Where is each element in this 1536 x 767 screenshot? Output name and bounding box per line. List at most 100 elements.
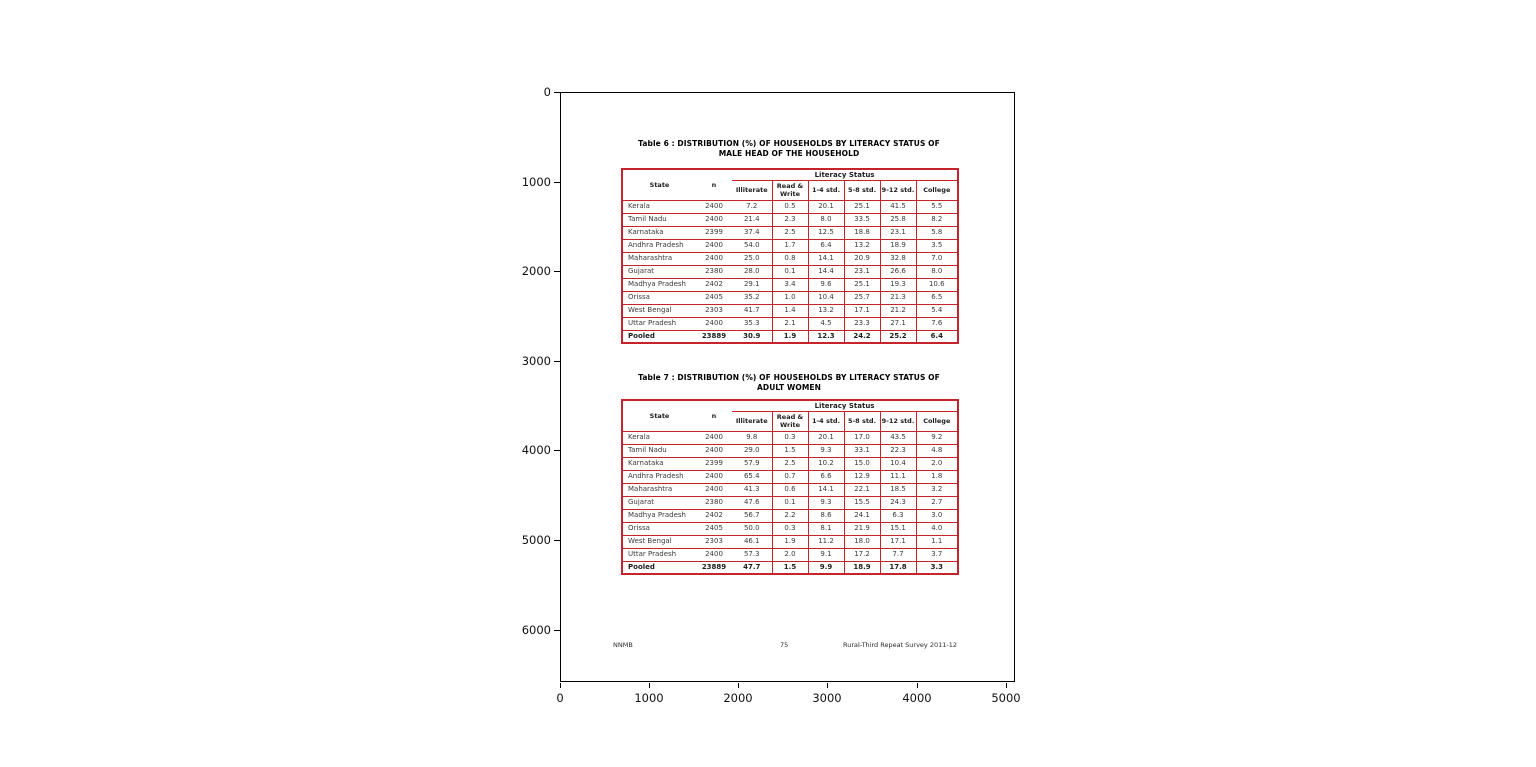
- state-cell: Tamil Nadu: [622, 212, 696, 226]
- value-cell: 1.9: [771, 329, 808, 343]
- value-cell: 2.5: [771, 456, 808, 470]
- state-cell: Pooled: [622, 329, 696, 343]
- value-cell: 0.3: [771, 430, 808, 444]
- table-row: Kerala 2400 9.8 0.3 20.1 17.0 43.5 9.2: [622, 430, 959, 444]
- footer-survey-name: Rural-Third Repeat Survey 2011-12: [843, 641, 957, 649]
- table-row: Maharashtra 2400 41.3 0.6 14.1 22.1 18.5 3.2: [622, 482, 959, 496]
- value-cell: 9.8: [732, 430, 772, 444]
- state-cell: Orissa: [622, 290, 696, 304]
- value-cell: 4.5: [807, 316, 844, 330]
- value-cell: 2380: [696, 264, 732, 278]
- value-cell: 9.3: [807, 443, 844, 457]
- value-cell: 7.0: [915, 251, 959, 265]
- column-header-read-write: Read & Write: [771, 180, 808, 200]
- value-cell: 6.4: [807, 238, 844, 252]
- x-tick-mark: [827, 683, 828, 688]
- footer-org: NNMB: [613, 641, 633, 649]
- value-cell: 13.2: [807, 303, 844, 317]
- x-tick-label: 0: [556, 691, 564, 705]
- value-cell: 2405: [696, 290, 732, 304]
- value-cell: 57.9: [732, 456, 772, 470]
- value-cell: 7.2: [732, 199, 772, 213]
- value-cell: 2400: [696, 469, 732, 483]
- y-tick-label: 4000: [521, 443, 551, 457]
- state-cell: Kerala: [622, 199, 696, 213]
- value-cell: 22.3: [879, 443, 916, 457]
- value-cell: 32.8: [879, 251, 916, 265]
- column-header-illiterate: Illiterate: [735, 186, 768, 194]
- x-tick-label: 3000: [812, 691, 842, 705]
- table-row: Tamil Nadu 2400 21.4 2.3 8.0 33.5 25.8 8.2: [622, 212, 959, 226]
- value-cell: 35.2: [732, 290, 772, 304]
- value-cell: 2.0: [915, 456, 959, 470]
- plot-area: Table 6 : DISTRIBUTION (%) OF HOUSEHOLDS…: [560, 92, 1015, 682]
- value-cell: 1.8: [915, 469, 959, 483]
- x-tick-label: 1000: [634, 691, 664, 705]
- value-cell: 41.3: [732, 482, 772, 496]
- value-cell: 33.5: [843, 212, 880, 226]
- value-cell: 41.7: [732, 303, 772, 317]
- table-row: Orissa 2405 35.2 1.0 10.4 25.7 21.3 6.5: [622, 290, 959, 304]
- value-cell: 24.2: [843, 329, 880, 343]
- table-row: West Bengal 2303 41.7 1.4 13.2 17.1 21.2 5.4: [622, 303, 959, 317]
- value-cell: 2.0: [771, 547, 808, 561]
- value-cell: 22.1: [843, 482, 880, 496]
- value-cell: 18.8: [843, 225, 880, 239]
- footer-page-number: 75: [780, 641, 789, 649]
- value-cell: 2400: [696, 238, 732, 252]
- value-cell: 1.4: [771, 303, 808, 317]
- table7-title-line2: ADULT WOMEN: [757, 382, 821, 392]
- value-cell: 3.4: [771, 277, 808, 291]
- column-header-5-8-std: 5-8 std.: [843, 411, 880, 431]
- value-cell: 2400: [696, 316, 732, 330]
- value-cell: 2400: [696, 547, 732, 561]
- value-cell: 65.4: [732, 469, 772, 483]
- value-cell: 0.7: [771, 469, 808, 483]
- x-tick-label: 4000: [902, 691, 932, 705]
- value-cell: 30.9: [732, 329, 772, 343]
- value-cell: 21.3: [879, 290, 916, 304]
- table-row: Tamil Nadu 2400 29.0 1.5 9.3 33.1 22.3 4.8: [622, 443, 959, 457]
- value-cell: 0.1: [771, 495, 808, 509]
- value-cell: 9.3: [807, 495, 844, 509]
- value-cell: 20.1: [807, 430, 844, 444]
- value-cell: 2400: [696, 199, 732, 213]
- value-cell: 6.5: [915, 290, 959, 304]
- column-header-n: n: [711, 180, 717, 189]
- x-tick-label: 2000: [723, 691, 753, 705]
- table-row: West Bengal 2303 46.1 1.9 11.2 18.0 17.1 1.1: [622, 534, 959, 548]
- state-cell: Maharashtra: [622, 482, 696, 496]
- column-header-state: State: [649, 180, 670, 189]
- column-header-n: n: [711, 411, 717, 420]
- state-cell: West Bengal: [622, 534, 696, 548]
- table6-title-line2: MALE HEAD OF THE HOUSEHOLD: [718, 148, 860, 158]
- y-tick-label: 6000: [521, 623, 551, 637]
- value-cell: 25.2: [879, 329, 916, 343]
- value-cell: 23.1: [879, 225, 916, 239]
- value-cell: 10.4: [879, 456, 916, 470]
- value-cell: 2400: [696, 443, 732, 457]
- value-cell: 10.2: [807, 456, 844, 470]
- value-cell: 10.6: [915, 277, 959, 291]
- table-row: Orissa 2405 50.0 0.3 8.1 21.9 15.1 4.0: [622, 521, 959, 535]
- y-tick-mark: [554, 182, 560, 183]
- value-cell: 2400: [696, 251, 732, 265]
- value-cell: 14.4: [807, 264, 844, 278]
- state-cell: Pooled: [622, 560, 696, 574]
- value-cell: 2400: [696, 482, 732, 496]
- value-cell: 8.6: [807, 508, 844, 522]
- state-cell: Gujarat: [622, 495, 696, 509]
- value-cell: 23.3: [843, 316, 880, 330]
- value-cell: 57.3: [732, 547, 772, 561]
- column-header-illiterate: Illiterate: [735, 417, 768, 425]
- value-cell: 25.0: [732, 251, 772, 265]
- value-cell: 21.2: [879, 303, 916, 317]
- state-cell: Uttar Pradesh: [622, 316, 696, 330]
- value-cell: 4.8: [915, 443, 959, 457]
- group-header-literacy-status: Literacy Status: [732, 400, 959, 412]
- y-tick-mark: [554, 630, 560, 631]
- value-cell: 2405: [696, 521, 732, 535]
- value-cell: 0.3: [771, 521, 808, 535]
- table-row: Uttar Pradesh 2400 57.3 2.0 9.1 17.2 7.7 3.7: [622, 547, 959, 561]
